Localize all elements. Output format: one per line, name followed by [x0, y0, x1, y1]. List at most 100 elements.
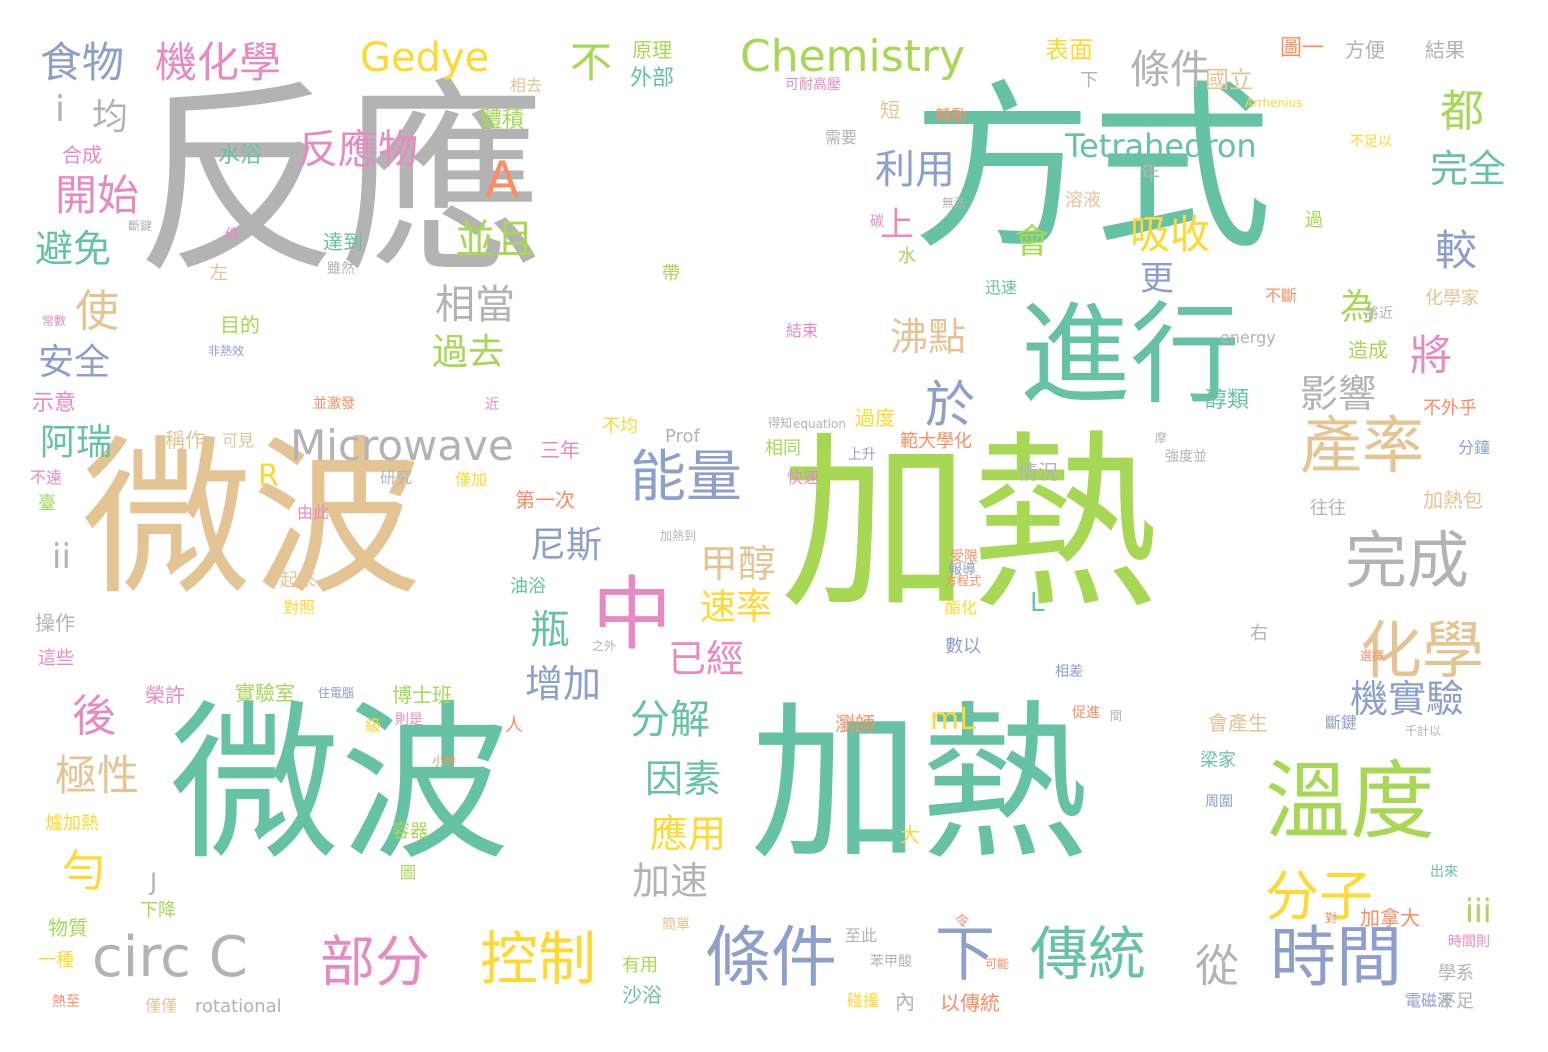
cloud-word: 甲醇 [700, 542, 777, 586]
cloud-word: 後 [72, 691, 116, 742]
cloud-word: 反應物 [298, 127, 418, 173]
cloud-word: 結果 [1425, 38, 1465, 62]
cloud-word: Arrhenius [1245, 96, 1303, 110]
cloud-word: 目的 [220, 313, 260, 337]
cloud-word: 第一次 [515, 488, 575, 512]
cloud-word: circ C [92, 925, 248, 990]
cloud-word: 極性 [55, 751, 140, 800]
cloud-word: 下降 [140, 900, 176, 921]
cloud-word: 圖一 [1280, 36, 1325, 61]
cloud-word: 倍 [225, 227, 239, 243]
cloud-word: 部分 [320, 930, 431, 994]
cloud-word: 酯化 [945, 598, 978, 617]
cloud-word: 已經 [668, 637, 745, 681]
cloud-word: 過去 [432, 332, 505, 373]
cloud-word: 不足 [1438, 991, 1474, 1012]
cloud-word: 圖 [400, 863, 417, 882]
cloud-word: 常數 [42, 314, 67, 328]
cloud-word: 不均 [602, 416, 638, 437]
cloud-word: 國立 [1205, 66, 1253, 94]
cloud-word: 實驗室 [235, 681, 295, 705]
cloud-word: 相當 [435, 282, 515, 328]
cloud-word: 範大學化 [900, 431, 972, 452]
cloud-word: 化學家 [1425, 288, 1479, 309]
cloud-word: 碰撞 [847, 991, 880, 1010]
cloud-word: 這些 [38, 648, 74, 669]
cloud-word: 完成 [1345, 524, 1470, 597]
cloud-word: 報導 [948, 562, 976, 578]
cloud-word: 往往 [1310, 498, 1346, 519]
cloud-word: 外部 [630, 66, 675, 91]
cloud-word: 不外乎 [1423, 398, 1477, 419]
cloud-word: 條件 [1130, 47, 1210, 93]
cloud-word: 體積 [480, 108, 525, 133]
cloud-word: 相差 [1055, 664, 1083, 680]
cloud-word: 學系 [1438, 963, 1474, 984]
cloud-word: 強度並 [1165, 449, 1207, 465]
cloud-word: 數以 [945, 636, 981, 657]
cloud-word: 可耐高壓 [785, 77, 841, 93]
cloud-word: 阿瑞 [40, 422, 113, 463]
cloud-word: 上升 [848, 447, 876, 463]
cloud-word: 時間則 [1448, 934, 1490, 950]
cloud-word: 研究 [380, 468, 413, 487]
cloud-word: 可能 [985, 957, 1010, 971]
cloud-word: 均 [92, 97, 129, 138]
cloud-word: 並激發 [313, 396, 355, 412]
cloud-word: 相同 [765, 438, 801, 459]
cloud-word: 油浴 [510, 576, 546, 597]
cloud-word: 斷鍵 [128, 219, 153, 233]
cloud-word: 水浴 [218, 143, 263, 168]
cloud-word: 將 [1410, 331, 1453, 380]
cloud-word: 摩 [1155, 431, 1168, 445]
cloud-word: 過 [1305, 210, 1323, 231]
cloud-word: 瓶 [530, 607, 570, 653]
cloud-word: 小時 [432, 754, 457, 768]
cloud-word: 選擇 [1360, 649, 1385, 663]
cloud-word: 加熱 [750, 686, 1091, 884]
cloud-word: 開始 [55, 171, 140, 220]
cloud-word: 榮許 [145, 683, 185, 707]
cloud-word: 條件 [705, 919, 837, 996]
cloud-word: 稱作 [165, 428, 205, 452]
cloud-word: 轉動 [935, 106, 968, 125]
cloud-word: 加熱 [780, 414, 1161, 635]
cloud-word: 至此 [845, 926, 878, 945]
cloud-word: 不遠 [30, 468, 63, 487]
cloud-word: 需要 [825, 128, 858, 147]
cloud-word: 增加 [525, 662, 602, 706]
cloud-word: 瀏師 [835, 712, 875, 736]
cloud-word: 從 [1195, 941, 1239, 992]
cloud-word: 情況 [1018, 460, 1058, 484]
cloud-word: 示意 [32, 391, 77, 416]
cloud-word: Prof [665, 426, 700, 447]
cloud-word: R [258, 459, 279, 494]
cloud-word: 影響 [1300, 372, 1377, 416]
cloud-word: 將近 [1365, 306, 1393, 322]
cloud-word: 促進 [1072, 705, 1100, 721]
cloud-word: 右 [1250, 623, 1268, 644]
cloud-word: 傳統 [1030, 920, 1147, 988]
cloud-word: 相去 [510, 76, 543, 95]
cloud-word: 尼斯 [530, 525, 603, 566]
cloud-word: 臺 [38, 493, 56, 514]
cloud-word: 機化學 [155, 38, 282, 87]
cloud-word: 控制 [480, 925, 597, 993]
cloud-word: 可見 [222, 431, 255, 450]
cloud-word: 因素 [645, 757, 722, 801]
cloud-word: 會 [1015, 222, 1049, 262]
cloud-word: 上 [880, 205, 914, 245]
cloud-word: 並且 [455, 217, 535, 263]
cloud-word: 更 [1140, 259, 1174, 299]
cloud-word: 下 [935, 920, 995, 990]
cloud-word: 較 [1435, 226, 1478, 275]
cloud-word: 苯甲酸 [870, 954, 912, 970]
cloud-word: 住電腦 [318, 686, 355, 700]
cloud-word: 都 [1440, 86, 1484, 137]
cloud-word: 達到 [323, 230, 363, 254]
cloud-word: 應用 [650, 812, 727, 856]
cloud-word: 速率 [700, 587, 773, 628]
cloud-word: 利用 [875, 147, 955, 193]
cloud-word: 機實驗 [1350, 677, 1465, 721]
cloud-word: 安全 [38, 342, 111, 383]
